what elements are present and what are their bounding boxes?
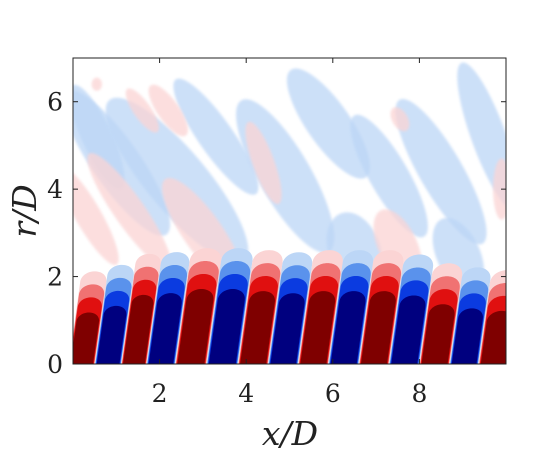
- wave-contour: [173, 78, 259, 195]
- x-tick-label: 2: [152, 379, 168, 408]
- x-tick-label: 8: [411, 379, 427, 408]
- wave-contour: [73, 165, 119, 266]
- y-axis-ticks: 0 2 4 6: [47, 88, 506, 379]
- x-tick-label: 4: [238, 379, 254, 408]
- wave-contour: [91, 77, 103, 91]
- positive-vortex-region: [421, 304, 455, 364]
- positive-vortex-region: [177, 289, 214, 364]
- y-tick-label: 2: [47, 263, 63, 292]
- negative-vortex-region: [208, 289, 245, 364]
- positive-vortex-region: [73, 312, 99, 364]
- positive-vortex-region: [123, 294, 154, 364]
- wave-contour: [390, 107, 410, 132]
- wave-contour: [286, 68, 371, 179]
- positive-vortex-region: [360, 291, 396, 364]
- negative-vortex-region: [391, 295, 426, 364]
- negative-vortex-region: [96, 305, 127, 364]
- negative-vortex-region: [148, 293, 182, 364]
- plot-frame: [72, 57, 507, 365]
- x-axis-ticks: 2 4 6 8: [152, 58, 427, 408]
- y-tick-label: 0: [47, 350, 63, 379]
- x-tick-label: 6: [325, 379, 341, 408]
- vorticity-field: [73, 62, 506, 364]
- positive-vortex-region: [240, 291, 275, 364]
- wave-contour: [125, 88, 159, 133]
- negative-vortex-region: [270, 293, 305, 364]
- wave-contour: [73, 84, 125, 189]
- negative-vortex-region: [330, 291, 366, 364]
- wave-contour: [245, 121, 282, 205]
- wave-contour: [493, 158, 506, 220]
- negative-vortex-region: [451, 308, 483, 364]
- wave-contour: [350, 114, 428, 238]
- y-tick-label: 6: [47, 88, 63, 117]
- wave-contour: [148, 84, 188, 137]
- wave-contour: [395, 98, 487, 245]
- positive-vortex-region: [300, 291, 336, 364]
- x-axis-label: x/D: [262, 414, 318, 450]
- y-axis-label: r/D: [5, 184, 44, 237]
- wave-contour: [87, 153, 172, 269]
- y-tick-label: 4: [47, 175, 63, 204]
